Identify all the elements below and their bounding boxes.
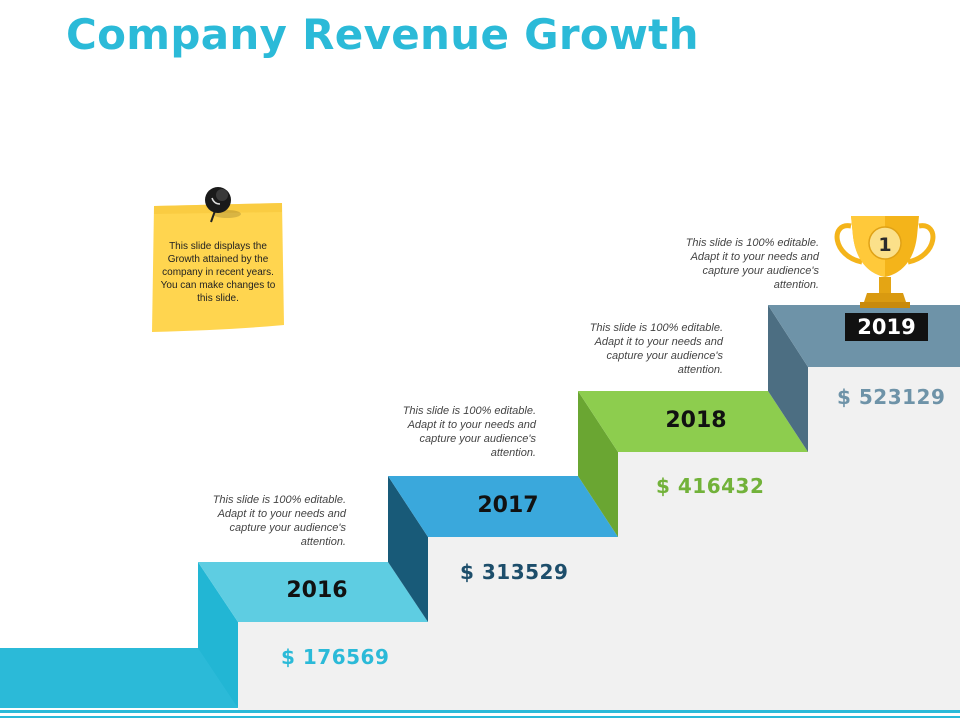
step-2018-top [578,391,808,452]
step-value-2016: $ 176569 [281,645,390,669]
trophy-rank: 1 [878,234,891,256]
step-value-2018: $ 416432 [656,474,765,498]
step-year-2018: 2018 [665,408,727,433]
step-description-2018: This slide is 100% editable. Adapt it to… [589,322,723,376]
floor-band [0,648,238,708]
page-title: Company Revenue Growth [66,10,699,59]
step-2017-riser [388,476,428,622]
step-description-2019: This slide is 100% editable. Adapt it to… [685,237,819,291]
step-year-2019: 2019 [845,313,928,341]
trophy-icon: 1 [834,216,936,308]
step-year-2017: 2017 [477,493,539,518]
step-2017-top [388,476,618,537]
step-value-2019: $ 523129 [837,385,946,409]
pushpin-icon [205,187,241,223]
step-2016-riser [198,562,238,708]
step-2019-riser [768,305,808,452]
step-2016-top [198,562,428,622]
staircase-background [238,367,960,712]
bottom-line-thin [0,716,960,718]
step-description-2017: This slide is 100% editable. Adapt it to… [402,405,536,459]
step-value-2017: $ 313529 [460,560,569,584]
step-year-2016: 2016 [286,578,348,603]
bottom-line [0,710,960,713]
sticky-note-text: This slide displays the Growth attained … [160,241,276,304]
step-description-2016: This slide is 100% editable. Adapt it to… [212,494,346,548]
step-2018-riser [578,391,618,537]
